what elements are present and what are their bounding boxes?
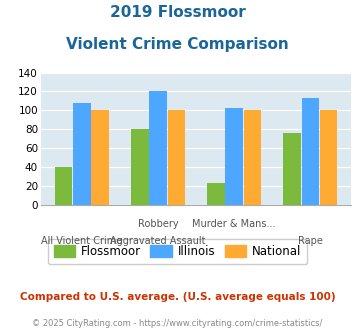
Bar — [283, 133, 301, 205]
Bar — [244, 110, 261, 205]
Text: Aggravated Assault: Aggravated Assault — [110, 236, 206, 246]
Bar — [320, 110, 337, 205]
Bar — [168, 110, 185, 205]
Bar — [73, 103, 91, 205]
Bar — [301, 98, 319, 205]
Bar — [131, 129, 148, 205]
Bar — [149, 91, 167, 205]
Bar — [92, 110, 109, 205]
Text: Violent Crime Comparison: Violent Crime Comparison — [66, 37, 289, 52]
Text: Compared to U.S. average. (U.S. average equals 100): Compared to U.S. average. (U.S. average … — [20, 292, 335, 302]
Text: Murder & Mans...: Murder & Mans... — [192, 219, 276, 229]
Legend: Flossmoor, Illinois, National: Flossmoor, Illinois, National — [48, 239, 307, 264]
Text: Robbery: Robbery — [138, 219, 179, 229]
Bar — [207, 183, 225, 205]
Text: Rape: Rape — [298, 236, 323, 246]
Text: © 2025 CityRating.com - https://www.cityrating.com/crime-statistics/: © 2025 CityRating.com - https://www.city… — [32, 319, 323, 328]
Text: All Violent Crime: All Violent Crime — [41, 236, 122, 246]
Text: 2019 Flossmoor: 2019 Flossmoor — [110, 5, 245, 20]
Bar — [225, 109, 243, 205]
Bar — [55, 167, 72, 205]
